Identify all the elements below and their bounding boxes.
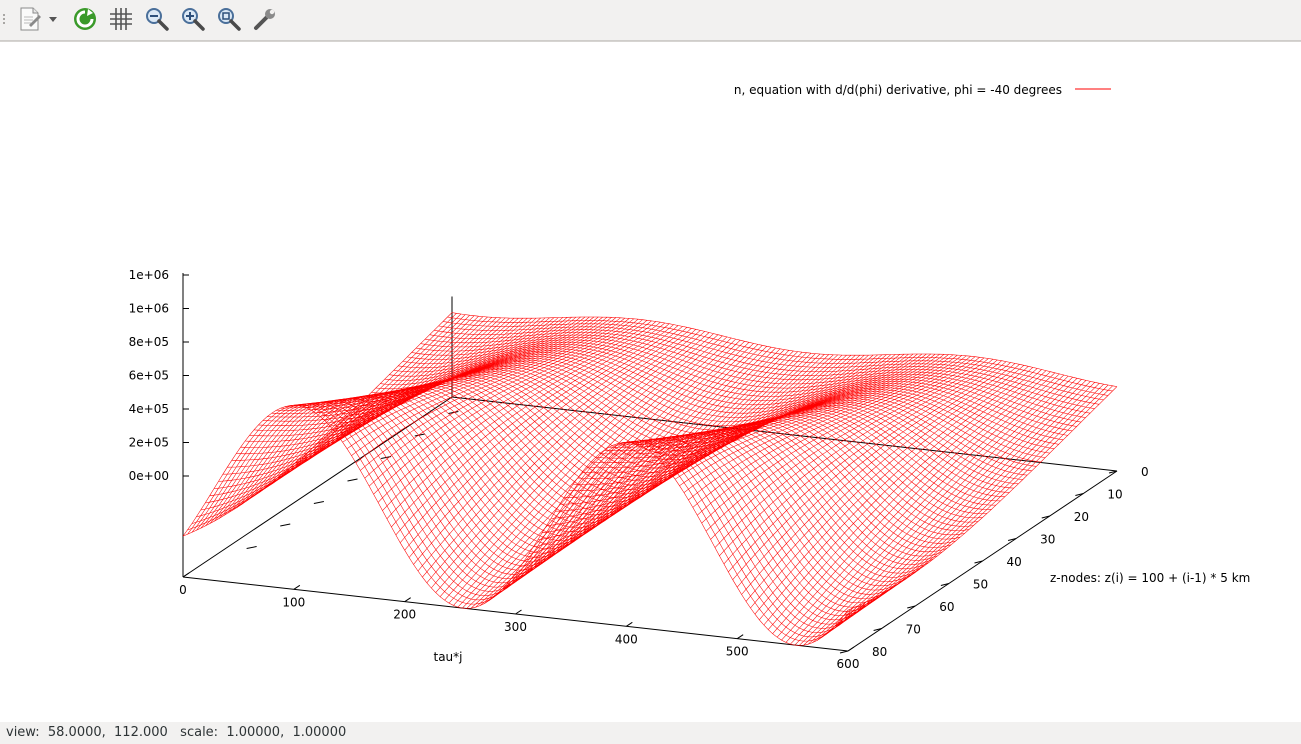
z-tick-label: 6e+05: [129, 369, 169, 383]
export-icon[interactable]: [14, 4, 44, 34]
y-tick-label: 20: [1074, 510, 1089, 524]
toolbar: [0, 0, 1301, 41]
y-tick-mark: [974, 560, 983, 564]
grid-icon[interactable]: [106, 4, 136, 34]
y-tick-label: 0: [1141, 465, 1149, 479]
z-tick-label: 1e+06: [129, 302, 169, 316]
x-tick-label: 400: [615, 632, 638, 646]
y-tick-mark-left: [313, 501, 324, 504]
axes: 0 100 200 300 400 500 600 0 10 20 30 40 50 60 70 80 0e+0…: [129, 268, 1149, 671]
z-tick-label: 2e+05: [129, 436, 169, 450]
y-tick-mark: [1008, 538, 1017, 541]
z-tick-label: 1e+06: [129, 268, 169, 282]
x-tick-label: 300: [504, 620, 527, 634]
legend: n, equation with d/d(phi) derivative, ph…: [734, 83, 1111, 97]
y-tick-label: 80: [872, 645, 887, 659]
x-tick-label: 600: [837, 657, 860, 671]
x-tick-mark: [293, 584, 301, 590]
x-tick-mark: [404, 597, 411, 603]
dropdown-arrow-icon[interactable]: [44, 4, 62, 34]
y-tick-mark-left: [347, 478, 358, 482]
zoom-in-icon[interactable]: [178, 4, 208, 34]
surface-plot: 0 100 200 300 400 500 600 0 10 20 30 40 50 60 70 80 0e+0…: [129, 83, 1251, 671]
x-tick-mark: [736, 634, 744, 640]
plot-canvas[interactable]: 0 100 200 300 400 500 600 0 10 20 30 40 50 60 70 80 0e+0…: [0, 41, 1301, 723]
zoom-out-icon[interactable]: [142, 4, 172, 34]
settings-wrench-icon[interactable]: [250, 4, 280, 34]
y-tick-label: 30: [1040, 533, 1055, 547]
y-axis-label: z-nodes: z(i) = 100 + (i-1) * 5 km: [1050, 571, 1250, 585]
x-tick-label: 100: [282, 595, 305, 609]
x-tick-mark: [515, 609, 522, 615]
y-tick-label: 50: [973, 578, 988, 592]
x-tick-label: 0: [179, 583, 187, 597]
y-tick-label: 10: [1107, 488, 1122, 502]
axis-labels: tau*j z-nodes: z(i) = 100 + (i-1) * 5 km: [434, 571, 1251, 664]
surface-lines-along-x: [182, 312, 1118, 646]
y-tick-mark-left: [414, 433, 425, 437]
status-bar: view: 58.0000, 112.000 scale: 1.00000, 1…: [0, 722, 1301, 744]
y-tick-mark: [907, 605, 916, 609]
x-tick-label: 200: [393, 608, 416, 622]
toolbar-grip[interactable]: [3, 14, 6, 26]
z-tick-label: 4e+05: [129, 402, 169, 416]
y-tick-mark: [1041, 515, 1050, 519]
y-tick-mark: [940, 583, 949, 586]
y-tick-mark: [1075, 493, 1084, 496]
x-tick-mark: [847, 646, 855, 652]
z-tick-label: 0e+00: [129, 469, 169, 483]
x-tick-mark: [626, 621, 633, 627]
replot-icon[interactable]: [70, 4, 100, 34]
surface-lines-along-y: [182, 312, 1118, 646]
x-tick-label: 500: [726, 645, 749, 659]
left-edge-line: [182, 396, 453, 578]
y-tick-mark: [1108, 470, 1118, 474]
y-tick-mark-left: [280, 523, 291, 527]
status-text: view: 58.0000, 112.000 scale: 1.00000, 1…: [6, 725, 347, 740]
y-tick-mark-left: [246, 546, 257, 549]
x-axis-label: tau*j: [434, 650, 463, 664]
z-tick-label: 8e+05: [129, 335, 169, 349]
y-tick-label: 60: [939, 600, 954, 614]
y-tick-mark: [873, 628, 882, 631]
legend-label: n, equation with d/d(phi) derivative, ph…: [734, 83, 1062, 97]
x-tick-mark: [182, 572, 190, 578]
y-tick-label: 40: [1007, 555, 1022, 569]
y-tick-label: 70: [906, 623, 921, 637]
surface-mesh: [182, 312, 1118, 646]
y-tick-mark: [839, 650, 849, 654]
zoom-fit-icon[interactable]: [214, 4, 244, 34]
